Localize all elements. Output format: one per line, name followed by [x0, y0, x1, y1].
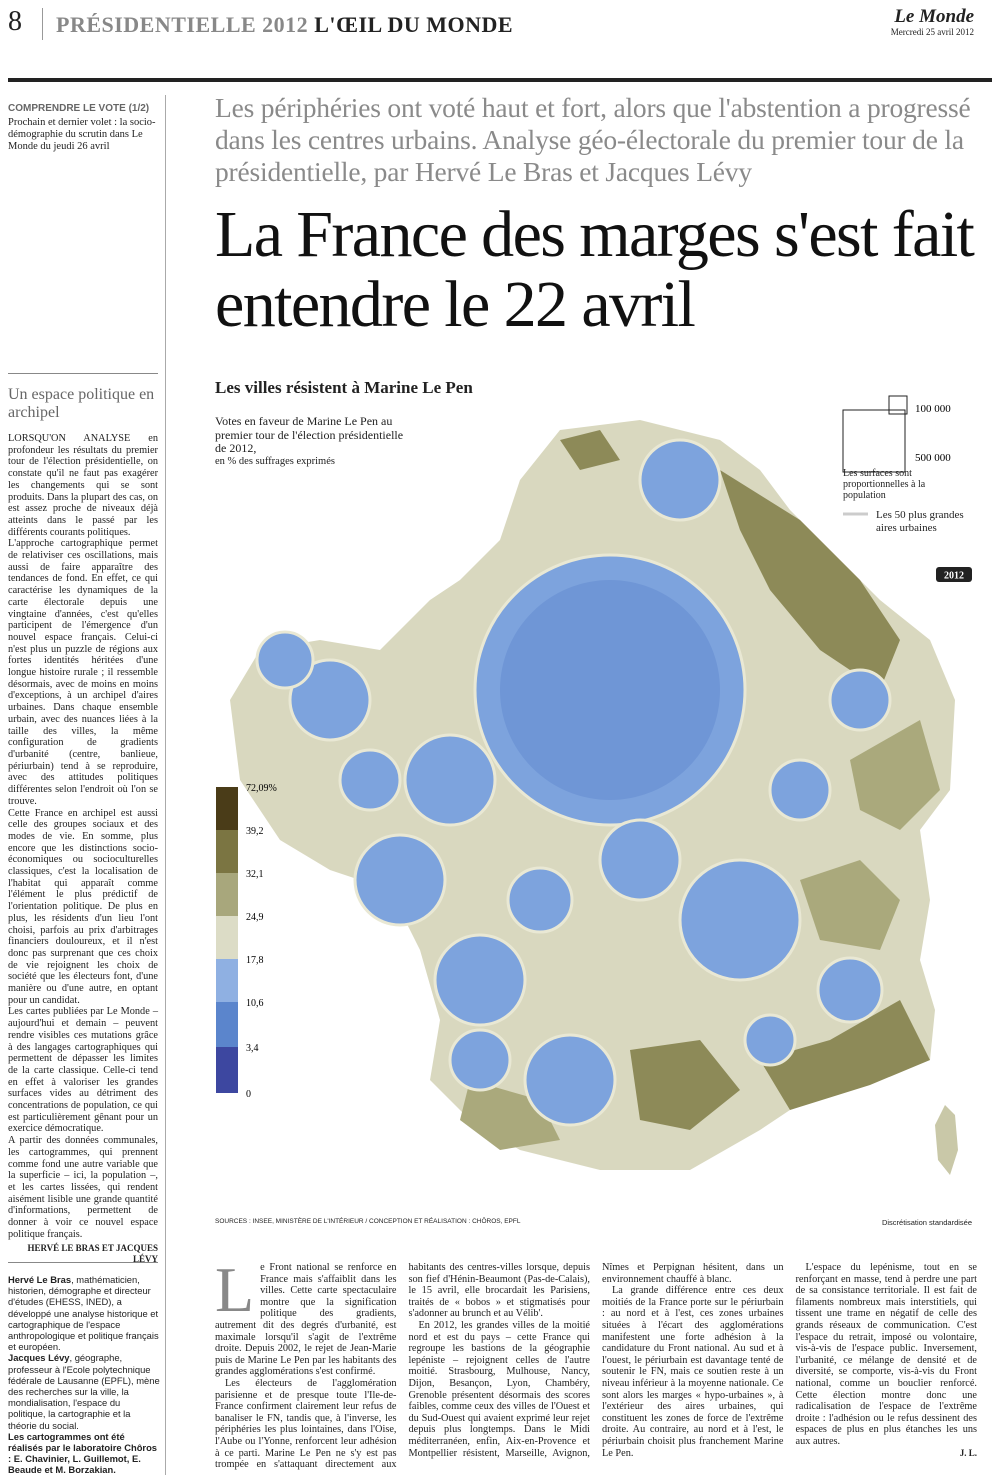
paragraph: Les électeurs de l'agglomération parisie… — [215, 1262, 590, 1474]
paragraph: La grande différence entre ces deux moit… — [602, 1285, 784, 1459]
legend-swatch — [216, 959, 238, 1002]
paragraph: LORSQU'ON ANALYSE en profondeur les résu… — [8, 433, 158, 538]
france-map — [230, 420, 958, 1175]
signature: HERVÉ LE BRAS ET JACQUES LÉVY — [27, 1242, 158, 1265]
next-note: Prochain et dernier volet : la socio-dém… — [8, 117, 156, 152]
urban-area — [448, 1028, 512, 1092]
urban-area — [816, 956, 884, 1024]
size-label: 100 000 — [915, 403, 951, 415]
corsica — [935, 1105, 958, 1175]
peripheral-zone — [460, 720, 940, 1150]
date: Mercredi 25 avril 2012 — [890, 27, 974, 37]
paragraph-text: La grande différence entre ces deux moit… — [602, 1285, 784, 1459]
sidebar-title: Un espace politique en archipel — [8, 386, 155, 421]
urban-area — [403, 733, 497, 827]
legend-label: 32,1 — [246, 869, 264, 880]
legend-label: 10,6 — [246, 998, 264, 1009]
brand: Le Monde — [894, 6, 974, 27]
urban-area — [338, 748, 402, 812]
map-unit: en % des suffrages exprimés — [215, 456, 335, 467]
urban-area — [743, 1013, 797, 1067]
legend-label: 39,2 — [246, 826, 264, 837]
legend-swatch — [216, 873, 238, 916]
legend-label: 3,4 — [246, 1043, 259, 1054]
bio-entry: Jacques Lévy, géographe, professeur à l'… — [8, 1352, 160, 1430]
credits: Les cartogrammes ont été réalisés par le… — [8, 1430, 158, 1476]
legend-label: 24,9 — [246, 912, 264, 923]
bio-name: Hervé Le Bras — [8, 1274, 72, 1285]
rubric: L'ŒIL DU MONDE — [314, 12, 514, 37]
paragraph: L'espace du lepénisme, tout en se renfor… — [796, 1262, 978, 1448]
peripheral-zone — [560, 430, 930, 1130]
legend-label: 0 — [246, 1089, 251, 1100]
section: PRÉSIDENTIELLE 2012 L'ŒIL DU MONDE — [56, 12, 513, 38]
bio: Hervé Le Bras, mathématicien, historien,… — [8, 1274, 160, 1476]
urban-area — [768, 758, 832, 822]
cities-note: Les 50 plus grandes aires urbaines — [876, 509, 964, 534]
size-legend — [842, 395, 908, 473]
urban-area — [433, 933, 527, 1027]
bio-text: , mathématicien, historien, démographe e… — [8, 1274, 159, 1353]
legend-label: 72,09% — [246, 783, 277, 794]
bio-entry: Hervé Le Bras, mathématicien, historien,… — [8, 1274, 160, 1352]
paragraph-text: L'espace du lepénisme, tout en se renfor… — [795, 1262, 978, 1447]
urban-area — [353, 833, 447, 927]
paragraph: En 2012, les grandes villes de la moitié… — [409, 1262, 784, 1474]
legend-label: 17,8 — [246, 955, 264, 966]
urban-area — [828, 668, 892, 732]
paragraph: L'approche cartographique permet de rela… — [8, 538, 158, 807]
legend-swatch — [216, 787, 238, 830]
bio-text: , géographe, professeur à l'Ecole polyte… — [8, 1352, 160, 1431]
urban-area — [506, 866, 574, 934]
size-square — [888, 395, 908, 415]
size-square — [842, 409, 906, 473]
legend-swatch — [216, 916, 238, 959]
paragraph-text: En 2012, les grandes villes de la moitié… — [408, 1262, 784, 1459]
urban-area — [598, 818, 682, 902]
rule — [8, 78, 992, 82]
divider — [42, 8, 43, 40]
urban-area — [678, 858, 802, 982]
size-label: 500 000 — [915, 452, 951, 464]
drop-cap: L — [215, 1254, 255, 1325]
urban-area — [288, 658, 372, 742]
map-subtitle: Votes en faveur de Marine Le Pen au prem… — [215, 414, 404, 455]
legend-swatch — [216, 1002, 238, 1047]
color-legend — [216, 787, 238, 1093]
sidebar-text: LORSQU'ON ANALYSE en profondeur les résu… — [8, 433, 158, 1266]
size-note: Les surfaces sont proportionnelles à la … — [843, 468, 926, 501]
paragraph: A partir des données communales, les car… — [8, 1135, 158, 1240]
legend-swatch — [216, 1047, 238, 1093]
paragraph-text: Les électeurs de l'agglomération parisie… — [215, 1262, 590, 1471]
headline: La France des marges s'est fait entendre… — [215, 198, 975, 341]
year-badge — [936, 567, 972, 582]
method: Discrétisation standardisée — [881, 1218, 972, 1227]
paragraph-text: e Front national se renforce en France m… — [215, 1262, 397, 1378]
legend-swatch — [216, 830, 238, 873]
sources: SOURCES : INSEE, MINISTÈRE DE L'INTÉRIEU… — [215, 1218, 521, 1225]
paragraph: Les cartes publiées par Le Monde – aujou… — [8, 1006, 158, 1135]
bio-name: Jacques Lévy — [8, 1352, 70, 1364]
urban-area — [523, 1033, 617, 1127]
kicker: COMPRENDRE LE VOTE (1/2) — [8, 103, 150, 114]
deck: Les périphéries ont voté haut et fort, a… — [215, 92, 971, 187]
urban-area — [638, 438, 722, 522]
rule — [8, 1262, 158, 1263]
map-title: Les villes résistent à Marine Le Pen — [215, 378, 473, 397]
column-rule — [165, 95, 166, 1475]
year-label: 2012 — [944, 571, 964, 582]
section-name: PRÉSIDENTIELLE 2012 — [56, 12, 309, 37]
rule — [8, 373, 158, 374]
page-number: 8 — [8, 6, 22, 37]
paragraph: Cette France en archipel est aussi celle… — [8, 807, 158, 1006]
signature: J. L. — [959, 1447, 977, 1458]
paris-core — [500, 580, 720, 800]
urban-area — [255, 630, 315, 690]
